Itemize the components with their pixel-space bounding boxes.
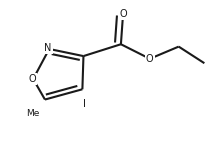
- Text: N: N: [45, 43, 52, 53]
- Text: N: N: [45, 43, 52, 53]
- Text: Me: Me: [27, 109, 40, 118]
- Text: I: I: [83, 99, 86, 109]
- Text: O: O: [146, 54, 154, 64]
- Text: O: O: [119, 9, 127, 19]
- Text: I: I: [83, 99, 86, 109]
- Text: O: O: [28, 74, 36, 84]
- Text: O: O: [119, 9, 127, 19]
- Text: O: O: [146, 54, 154, 64]
- Text: O: O: [28, 74, 36, 84]
- Text: Me: Me: [27, 109, 40, 118]
